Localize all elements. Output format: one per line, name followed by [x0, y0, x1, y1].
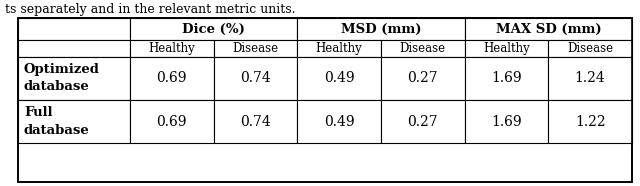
Text: 0.69: 0.69 — [157, 115, 187, 129]
Text: 0.27: 0.27 — [408, 115, 438, 129]
Bar — [381, 100, 465, 143]
Bar — [381, 40, 465, 57]
Text: Disease: Disease — [567, 42, 613, 55]
Text: 1.24: 1.24 — [575, 71, 605, 86]
Text: 1.69: 1.69 — [491, 115, 522, 129]
Bar — [18, 18, 632, 182]
Bar — [130, 40, 214, 57]
Bar — [465, 57, 548, 100]
Text: MAX SD (mm): MAX SD (mm) — [495, 23, 601, 36]
Bar — [18, 18, 632, 182]
Bar — [130, 100, 214, 143]
Text: Disease: Disease — [400, 42, 446, 55]
Bar — [214, 57, 298, 100]
Text: 0.74: 0.74 — [240, 71, 271, 86]
Bar — [298, 18, 465, 40]
Bar — [298, 57, 381, 100]
Text: 0.49: 0.49 — [324, 71, 355, 86]
Bar — [18, 40, 130, 57]
Text: Healthy: Healthy — [316, 42, 362, 55]
Bar — [465, 18, 632, 40]
Text: Healthy: Healthy — [483, 42, 530, 55]
Bar — [18, 57, 130, 100]
Bar — [548, 40, 632, 57]
Text: Healthy: Healthy — [148, 42, 195, 55]
Bar — [18, 18, 130, 40]
Bar — [465, 100, 548, 143]
Bar — [548, 100, 632, 143]
Text: Dice (%): Dice (%) — [182, 23, 245, 36]
Bar — [214, 100, 298, 143]
Bar — [18, 100, 130, 143]
Text: Optimized
database: Optimized database — [24, 63, 100, 94]
Text: 1.22: 1.22 — [575, 115, 605, 129]
Text: 0.27: 0.27 — [408, 71, 438, 86]
Bar — [298, 40, 381, 57]
Text: Disease: Disease — [232, 42, 278, 55]
Text: 0.49: 0.49 — [324, 115, 355, 129]
Bar — [381, 57, 465, 100]
Bar — [548, 57, 632, 100]
Bar — [214, 40, 298, 57]
Text: ts separately and in the relevant metric units.: ts separately and in the relevant metric… — [5, 3, 296, 16]
Bar — [130, 57, 214, 100]
Text: 0.69: 0.69 — [157, 71, 187, 86]
Text: 1.69: 1.69 — [491, 71, 522, 86]
Text: 0.74: 0.74 — [240, 115, 271, 129]
Bar — [298, 100, 381, 143]
Text: Full
database: Full database — [24, 107, 90, 137]
Text: MSD (mm): MSD (mm) — [340, 23, 421, 36]
Bar — [130, 18, 298, 40]
Bar — [465, 40, 548, 57]
